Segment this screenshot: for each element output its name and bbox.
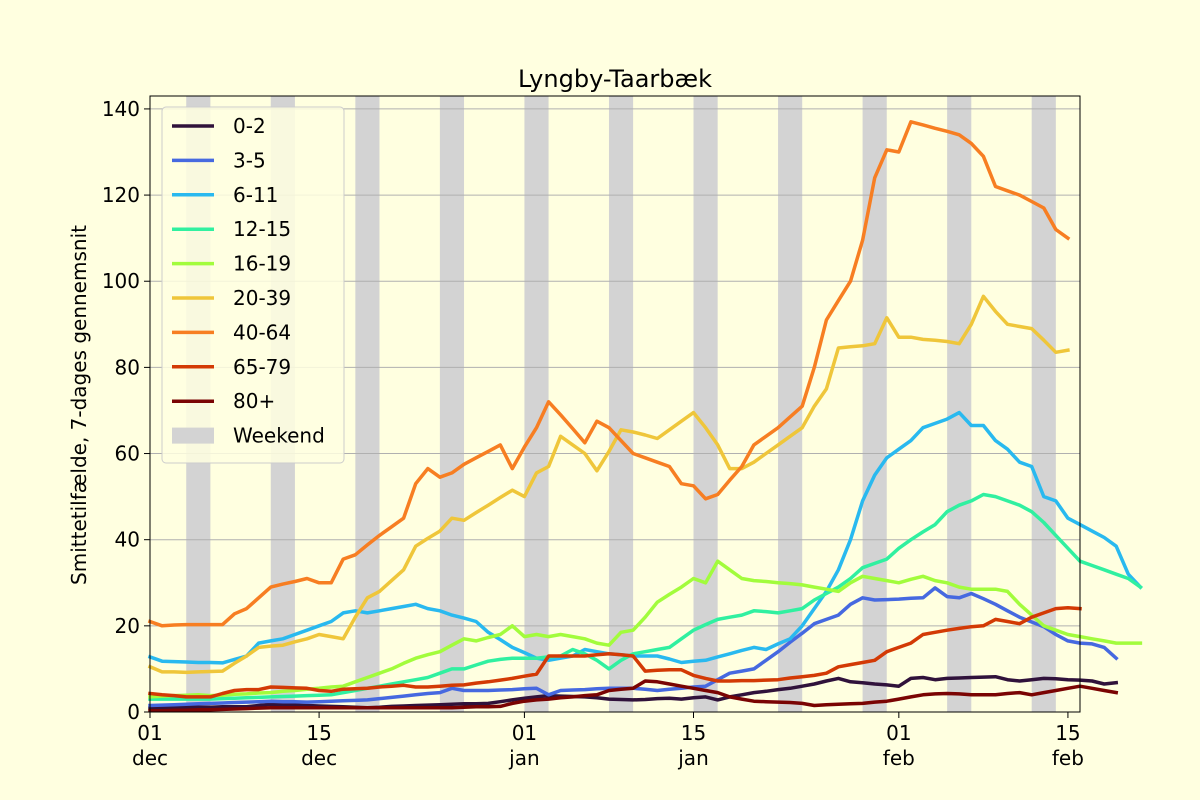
legend-label: 12-15 <box>233 217 291 241</box>
x-tick-label-month: jan <box>677 746 709 770</box>
y-tick-label: 80 <box>115 355 140 379</box>
series-line-40-64 <box>147 120 1071 628</box>
weekend-band <box>524 96 549 712</box>
y-axis-label: Smittetilfælde, 7-dages gennemsnit <box>67 225 91 585</box>
weekend-band <box>693 96 718 712</box>
y-tick-label: 60 <box>115 442 140 466</box>
weekend-band <box>355 96 380 712</box>
x-tick-label-month: feb <box>883 746 915 770</box>
x-tick-label-month: dec <box>301 746 337 770</box>
legend-label: 80+ <box>233 389 275 413</box>
chart-title: Lyngby-Taarbæk <box>518 65 712 93</box>
y-tick-label: 140 <box>102 97 140 121</box>
legend-label: Weekend <box>233 424 325 448</box>
weekend-band <box>439 96 465 712</box>
series-line-12-15 <box>148 492 1143 701</box>
series-line-0-2 <box>148 674 1119 710</box>
x-tick-label: 15 <box>1055 721 1080 745</box>
series-line-80+ <box>148 679 1119 713</box>
x-tick-label: 01 <box>886 721 911 745</box>
x-tick-label: 15 <box>681 721 706 745</box>
x-tick-label: 01 <box>512 721 537 745</box>
series-line-20-39 <box>147 294 1070 675</box>
legend-label: 3-5 <box>233 148 266 172</box>
x-tick-label: 01 <box>137 721 162 745</box>
legend-label: 65-79 <box>233 355 291 379</box>
y-tick-label: 100 <box>102 269 140 293</box>
x-tick-label-month: feb <box>1052 746 1084 770</box>
series-line-6-11 <box>147 410 1143 665</box>
x-tick-label: 15 <box>306 721 331 745</box>
y-tick-label: 0 <box>127 700 140 724</box>
weekend-band <box>778 96 803 712</box>
weekend-band <box>862 96 887 712</box>
axes-frame <box>149 95 1081 713</box>
legend: 0-2 3-5 6-11 12-15 16-19 20-39 40-64 65-79 80+ We… <box>161 106 345 464</box>
legend-label: 40-64 <box>233 320 291 344</box>
x-tick-label-month: dec <box>132 746 168 770</box>
legend-label: 20-39 <box>233 286 291 310</box>
legend-swatch-weekend <box>172 427 214 444</box>
y-tick-label: 20 <box>115 614 140 638</box>
legend-label: 6-11 <box>233 183 278 207</box>
x-tick-label-month: jan <box>508 746 540 770</box>
y-tick-label: 120 <box>102 183 140 207</box>
weekend-band <box>608 96 634 712</box>
weekend-band <box>947 96 972 712</box>
legend-label: 0-2 <box>233 114 266 138</box>
y-tick-label: 40 <box>115 528 140 552</box>
series-line-65-79 <box>148 606 1082 699</box>
legend-label: 16-19 <box>233 252 291 276</box>
